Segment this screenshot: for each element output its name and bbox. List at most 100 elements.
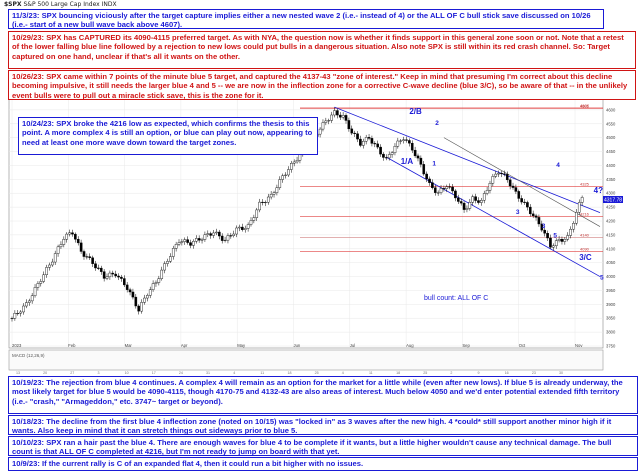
- candle-body: [505, 174, 509, 181]
- candle-body: [350, 128, 354, 134]
- candle-body: [295, 160, 299, 163]
- candle-body: [163, 263, 166, 271]
- upper-channel-line: [334, 106, 601, 214]
- y-tick-label: 4100: [606, 246, 616, 251]
- candle-body: [557, 239, 561, 241]
- candle-body: [16, 313, 20, 315]
- y-axis-ticks: 3750 3800 3850 3900 3950 4000 4050 4100 4150 4200…: [606, 94, 616, 349]
- header-symbol: $SPX: [4, 1, 22, 8]
- candle-body: [433, 187, 437, 193]
- candle-body: [341, 115, 345, 118]
- last-price-label: 4317.78: [604, 198, 622, 204]
- y-tick-label: 4200: [606, 219, 616, 224]
- wave-label: 5: [600, 274, 604, 281]
- candle-body: [62, 239, 66, 245]
- x-tick-label: Jun: [294, 343, 301, 348]
- candle-body: [114, 273, 117, 277]
- candle-body: [252, 217, 256, 221]
- candle-body: [189, 242, 192, 246]
- candle-body: [396, 140, 400, 147]
- candle-body: [33, 287, 37, 296]
- candle-body: [45, 267, 48, 276]
- candle-body: [27, 300, 31, 303]
- candle-body: [174, 244, 178, 249]
- candle-body: [68, 232, 71, 235]
- candle-body: [376, 143, 379, 148]
- candle-body: [125, 284, 129, 290]
- x-minor-tick-label: 11: [369, 371, 373, 375]
- candle-body: [10, 318, 14, 320]
- candle-body: [569, 228, 572, 236]
- y-tick-label: 3850: [606, 316, 616, 321]
- candle-body: [359, 138, 362, 146]
- candle-body: [566, 235, 570, 240]
- candle-body: [402, 139, 405, 142]
- candle-body: [451, 186, 454, 192]
- candle-body: [425, 173, 428, 180]
- y-tick-label: 4400: [606, 163, 616, 168]
- candle-body: [42, 274, 45, 282]
- x-minor-tick-label: 2: [450, 371, 452, 375]
- candle-body: [563, 239, 567, 242]
- candle-body: [431, 182, 434, 188]
- blue-channel-lines: [334, 106, 601, 277]
- x-minor-tick-label: 11: [260, 371, 264, 375]
- y-tick-label: 4500: [606, 135, 616, 140]
- candle-body: [151, 283, 155, 290]
- wave-label: 2: [435, 120, 439, 127]
- x-minor-tick-label: 10: [125, 371, 129, 375]
- candle-body: [390, 152, 394, 155]
- candle-body: [508, 179, 512, 187]
- candle-body: [393, 146, 397, 153]
- candle-body: [474, 196, 477, 201]
- candle-body: [540, 223, 544, 231]
- x-minor-tick-label: 23: [532, 371, 536, 375]
- candle-body: [439, 188, 443, 193]
- candle-body: [428, 178, 431, 183]
- candle-body: [491, 176, 495, 184]
- candle-body: [511, 185, 515, 188]
- x-minor-tick-label: 27: [70, 371, 74, 375]
- candle-body: [287, 169, 290, 176]
- x-minor-tick-label: 4: [233, 371, 235, 375]
- candle-body: [408, 140, 411, 144]
- y-tick-label: 4350: [606, 177, 616, 182]
- wave-label: 1/A: [401, 157, 414, 166]
- x-axis-ticks: 2023 Feb Mar Apr May Jun Jul Aug Sep Oct Nov 13 20 27…: [12, 343, 583, 375]
- candle-body: [71, 232, 74, 235]
- candle-body: [537, 217, 541, 225]
- x-tick-label: Feb: [68, 343, 76, 348]
- candle-body: [500, 172, 503, 175]
- candle-body: [462, 202, 466, 210]
- candle-body: [108, 272, 112, 278]
- candle-body: [419, 157, 423, 165]
- x-minor-tick-label: 30: [559, 371, 563, 375]
- candle-body: [120, 276, 123, 279]
- x-tick-label: Mar: [125, 343, 133, 348]
- candle-body: [292, 161, 296, 164]
- candle-body: [51, 261, 54, 266]
- candle-body: [278, 179, 282, 188]
- candle-body: [235, 227, 238, 235]
- candle-body: [238, 226, 241, 229]
- candle-body: [30, 295, 34, 302]
- candle-body: [526, 202, 529, 208]
- wave-label: 1: [432, 160, 436, 167]
- candle-body: [413, 149, 417, 157]
- candle-body: [422, 164, 426, 175]
- candle-body: [180, 241, 184, 243]
- candle-body: [445, 186, 449, 189]
- mid-trend-line: [443, 137, 601, 227]
- candle-body: [94, 263, 97, 269]
- candle-body: [523, 201, 526, 203]
- candle-body: [344, 115, 348, 121]
- candle-body: [203, 234, 207, 240]
- candle-body: [387, 154, 391, 159]
- candle-body: [517, 191, 521, 199]
- candle-body: [59, 244, 63, 248]
- candle-body: [281, 175, 284, 180]
- note-10-9-23: 10/9/23: If the current rally is C of an…: [8, 457, 638, 471]
- note-10-29-23: 10/29/23: SPX has CAPTURED its 4090-4115…: [8, 31, 636, 69]
- candle-body: [261, 201, 264, 203]
- y-tick-label: 3950: [606, 288, 616, 293]
